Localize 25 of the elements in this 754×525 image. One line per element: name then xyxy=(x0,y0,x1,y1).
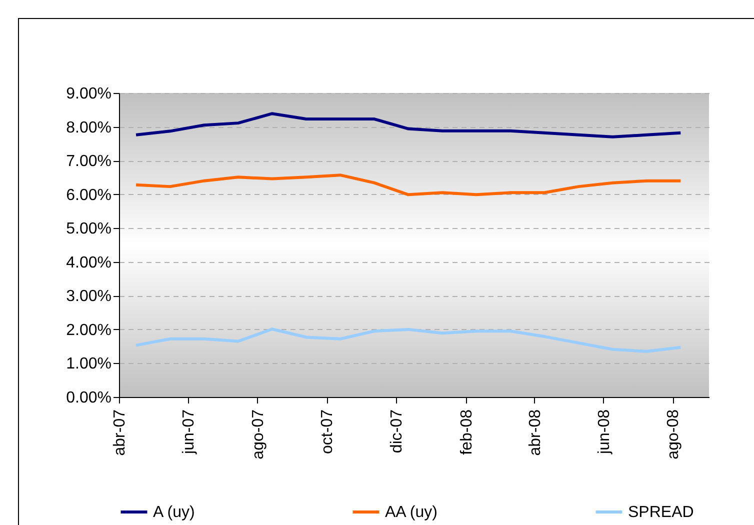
y-tick-label: 8.00% xyxy=(66,119,112,136)
x-tick-label: oct-07 xyxy=(319,409,336,454)
x-tick-label: abr-07 xyxy=(112,409,128,456)
line-series xyxy=(134,174,682,196)
y-tick-label: 6.00% xyxy=(66,186,112,204)
x-tick-label: jun-08 xyxy=(596,409,613,455)
legend-label: A (uy) xyxy=(153,504,195,521)
y-tick-label: 4.00% xyxy=(66,254,112,272)
y-tick-label: 0.00% xyxy=(66,390,112,406)
x-tick-label: jun-07 xyxy=(180,409,198,455)
x-tick-label: abr-08 xyxy=(526,409,544,456)
y-tick-label: 7.00% xyxy=(66,153,112,170)
legend-label: AA (uy) xyxy=(385,504,438,521)
legend-label: SPREAD xyxy=(628,504,694,521)
y-tick-label: 5.00% xyxy=(66,220,112,238)
y-tick-label: 1.00% xyxy=(66,356,112,373)
y-tick-label: 3.00% xyxy=(66,288,112,306)
x-tick-label: feb-08 xyxy=(458,409,476,455)
x-tick-label: ago-07 xyxy=(250,409,267,460)
x-tick-label: dic-07 xyxy=(388,409,406,454)
line-series xyxy=(134,112,682,138)
line-series xyxy=(134,328,682,353)
y-tick-label: 9.00% xyxy=(66,86,112,102)
y-tick-label: 2.00% xyxy=(66,322,112,339)
x-tick-label: ago-08 xyxy=(665,409,682,460)
